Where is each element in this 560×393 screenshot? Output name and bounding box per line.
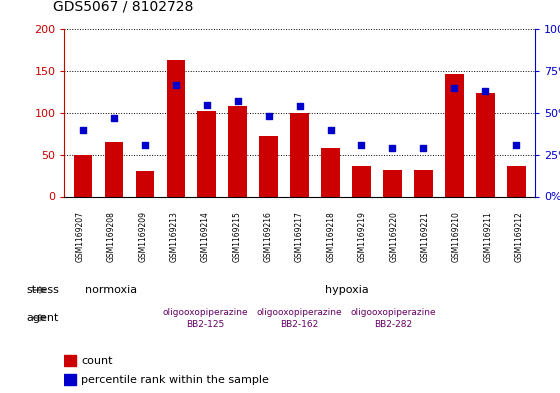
Text: GSM1169214: GSM1169214 bbox=[201, 211, 210, 262]
Text: GSM1169210: GSM1169210 bbox=[452, 211, 461, 262]
Point bbox=[141, 141, 150, 148]
Point bbox=[357, 141, 366, 148]
Bar bbox=[507, 167, 525, 196]
Bar bbox=[105, 142, 123, 196]
Point bbox=[512, 141, 521, 148]
Point bbox=[450, 85, 459, 91]
Point bbox=[171, 81, 180, 88]
Text: normoxia: normoxia bbox=[85, 285, 138, 295]
Text: BB2-125: BB2-125 bbox=[186, 320, 225, 329]
Text: control: control bbox=[89, 313, 134, 323]
Bar bbox=[136, 171, 154, 196]
Text: BB2-282: BB2-282 bbox=[375, 320, 413, 329]
Bar bbox=[198, 111, 216, 196]
Bar bbox=[259, 136, 278, 196]
Text: oligooxopiperazine: oligooxopiperazine bbox=[351, 308, 436, 317]
Text: GDS5067 / 8102728: GDS5067 / 8102728 bbox=[53, 0, 194, 14]
Text: GSM1169215: GSM1169215 bbox=[232, 211, 241, 262]
Text: GSM1169213: GSM1169213 bbox=[170, 211, 179, 262]
Text: GSM1169217: GSM1169217 bbox=[295, 211, 304, 262]
Point bbox=[481, 88, 490, 94]
Bar bbox=[445, 74, 464, 196]
Text: count: count bbox=[81, 356, 113, 366]
Text: GSM1169218: GSM1169218 bbox=[326, 211, 335, 262]
Text: GSM1169211: GSM1169211 bbox=[483, 211, 492, 262]
Text: GSM1169207: GSM1169207 bbox=[76, 211, 85, 262]
Point bbox=[78, 127, 87, 133]
Text: GSM1169219: GSM1169219 bbox=[358, 211, 367, 262]
Text: control: control bbox=[465, 313, 510, 323]
Text: GSM1169220: GSM1169220 bbox=[389, 211, 398, 262]
Bar bbox=[352, 167, 371, 196]
Text: GSM1169212: GSM1169212 bbox=[515, 211, 524, 262]
Text: BB2-162: BB2-162 bbox=[281, 320, 319, 329]
Text: hypoxia: hypoxia bbox=[325, 285, 368, 295]
Text: GSM1169208: GSM1169208 bbox=[107, 211, 116, 262]
Text: GSM1169216: GSM1169216 bbox=[264, 211, 273, 262]
Bar bbox=[64, 374, 76, 385]
Point bbox=[233, 98, 242, 105]
Text: agent: agent bbox=[26, 313, 59, 323]
Text: percentile rank within the sample: percentile rank within the sample bbox=[81, 375, 269, 385]
Bar bbox=[64, 355, 76, 366]
Point bbox=[419, 145, 428, 151]
Bar bbox=[321, 148, 340, 196]
Point bbox=[109, 115, 118, 121]
Point bbox=[295, 103, 304, 109]
Text: oligooxopiperazine: oligooxopiperazine bbox=[257, 308, 342, 317]
Bar bbox=[74, 155, 92, 196]
Bar bbox=[414, 170, 433, 196]
Point bbox=[202, 101, 211, 108]
Bar bbox=[476, 93, 494, 196]
Bar bbox=[383, 170, 402, 196]
Bar bbox=[228, 106, 247, 196]
Text: stress: stress bbox=[26, 285, 59, 295]
Bar bbox=[290, 113, 309, 196]
Text: GSM1169209: GSM1169209 bbox=[138, 211, 147, 262]
Text: GSM1169221: GSM1169221 bbox=[421, 211, 430, 262]
Text: oligooxopiperazine: oligooxopiperazine bbox=[163, 308, 248, 317]
Bar bbox=[166, 61, 185, 196]
Point bbox=[326, 127, 335, 133]
Point bbox=[264, 113, 273, 119]
Point bbox=[388, 145, 397, 151]
